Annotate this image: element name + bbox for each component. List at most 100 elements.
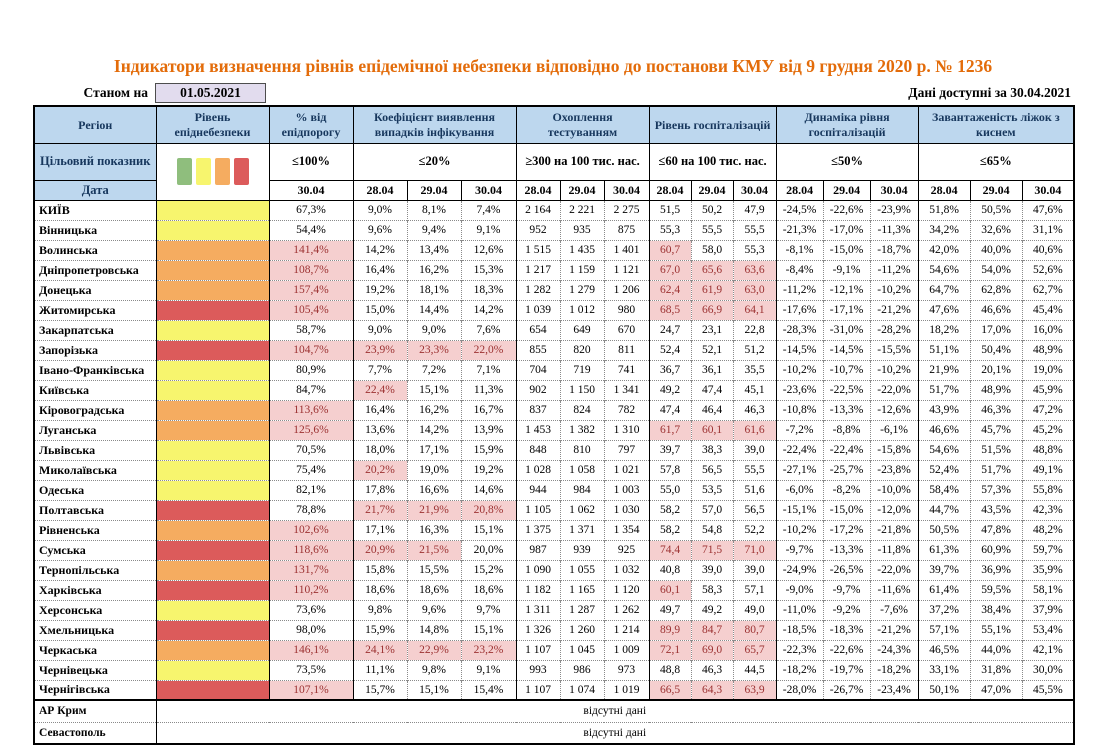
region-name: Тернопільська [34, 559, 156, 580]
value-cell: 1 182 [515, 579, 561, 600]
value-cell: 61,7 [648, 419, 692, 440]
value-cell: 23,9% [352, 339, 407, 360]
value-cell: 1 262 [603, 599, 650, 620]
value-cell: 11,3% [460, 379, 517, 400]
value-cell: -21,8% [869, 519, 919, 540]
no-data-text: відсутні дані [155, 721, 1075, 744]
value-cell: 47,6% [1021, 199, 1075, 220]
value-cell: 1 003 [603, 479, 650, 500]
value-cell: 1 120 [603, 579, 650, 600]
meta-row: Станом на 01.05.2021 Дані доступні за 30… [33, 82, 1073, 104]
region-name: Миколаївська [34, 459, 156, 480]
value-cell: 39,7% [917, 559, 971, 580]
region-name: Луганська [34, 419, 156, 440]
epidemic-level-cell [155, 259, 269, 280]
value-cell: -10,7% [822, 359, 871, 380]
value-cell: -22,0% [869, 559, 919, 580]
value-cell: 7,7% [352, 359, 407, 380]
value-cell: -28,0% [775, 679, 824, 700]
value-cell: 56,5 [690, 459, 734, 480]
value-cell: 51,5% [969, 439, 1023, 460]
value-cell: 67,3% [268, 199, 353, 220]
table-row: Волинська 141,4% 14,2% 13,4% 12,6% 1 515 1 435… [34, 239, 1075, 260]
value-cell: 47,0% [969, 679, 1023, 700]
value-cell: 7,1% [460, 359, 517, 380]
region-name: Хмельницька [34, 619, 156, 640]
value-cell: -17,0% [822, 219, 871, 240]
value-cell: 48,9% [1021, 339, 1075, 360]
value-cell: 68,5 [648, 299, 692, 320]
epidemic-level-cell [155, 519, 269, 540]
value-cell: 15,3% [460, 259, 517, 280]
value-cell: 44,0% [969, 639, 1023, 660]
value-cell: 80,9% [268, 359, 353, 380]
value-cell: -18,7% [869, 239, 919, 260]
value-cell: -22,4% [822, 439, 871, 460]
value-cell: -10,2% [869, 359, 919, 380]
value-cell: 7,2% [406, 359, 461, 380]
value-cell: 45,4% [1021, 299, 1075, 320]
value-cell: 39,0 [732, 439, 777, 460]
value-cell: 107,1% [268, 679, 353, 700]
value-cell: 40,0% [969, 239, 1023, 260]
value-cell: -10,2% [869, 279, 919, 300]
value-cell: 944 [515, 479, 561, 500]
threshold-beds: ≤65% [917, 142, 1075, 181]
value-cell: 36,7 [648, 359, 692, 380]
target-row: Цільовий показник ≤100% ≤20% ≥300 на 100… [33, 142, 1075, 201]
value-cell: 55,5 [690, 219, 734, 240]
region-name: Полтавська [34, 499, 156, 520]
value-cell: 1 354 [603, 519, 650, 540]
value-cell: 46,3 [732, 399, 777, 420]
value-cell: -10,0% [869, 479, 919, 500]
value-cell: 89,9 [648, 619, 692, 640]
value-cell: 71,5 [690, 539, 734, 560]
value-cell: 47,4 [690, 379, 734, 400]
value-cell: 66,5 [648, 679, 692, 700]
value-cell: 18,3% [460, 279, 517, 300]
value-cell: 13,4% [406, 239, 461, 260]
value-cell: 1 058 [559, 459, 605, 480]
value-cell: 52,1 [690, 339, 734, 360]
value-cell: 48,8 [648, 659, 692, 680]
value-cell: -11,0% [775, 599, 824, 620]
value-cell: 98,0% [268, 619, 353, 640]
epidemic-level-cell [155, 199, 269, 220]
page-title: Індикатори визначення рівнів епідемічної… [113, 56, 993, 76]
value-cell: 38,4% [969, 599, 1023, 620]
epidemic-level-cell [155, 659, 269, 680]
value-cell: 110,2% [268, 579, 353, 600]
value-cell: 1 019 [603, 679, 650, 700]
value-cell: -15,0% [822, 499, 871, 520]
value-cell: 75,4% [268, 459, 353, 480]
value-cell: 16,4% [352, 259, 407, 280]
value-cell: 35,9% [1021, 559, 1075, 580]
value-cell: 18,2% [917, 319, 971, 340]
epidemic-level-cell [155, 539, 269, 560]
value-cell: -7,6% [869, 599, 919, 620]
value-cell: -18,2% [775, 659, 824, 680]
value-cell: 157,4% [268, 279, 353, 300]
value-cell: -15,0% [822, 239, 871, 260]
value-cell: 64,1 [732, 299, 777, 320]
value-cell: 23,2% [460, 639, 517, 660]
value-cell: 73,6% [268, 599, 353, 620]
date-cell: 29.04 [406, 179, 462, 201]
value-cell: 61,4% [917, 579, 971, 600]
value-cell: -9,0% [775, 579, 824, 600]
value-cell: 1 341 [603, 379, 650, 400]
value-cell: 65,7 [732, 639, 777, 660]
value-cell: 1 165 [559, 579, 605, 600]
value-cell: -11,2% [775, 279, 824, 300]
table-row: Чернігівська 107,1% 15,7% 15,1% 15,4% 1 107 1 … [34, 679, 1075, 700]
value-cell: 984 [559, 479, 605, 500]
value-cell: 64,3 [690, 679, 734, 700]
epidemic-level-cell [155, 299, 269, 320]
value-cell: 67,0 [648, 259, 692, 280]
value-cell: 50,1% [917, 679, 971, 700]
value-cell: 23,3% [406, 339, 461, 360]
table-row: Львівська 70,5% 18,0% 17,1% 15,9% 848 810 797 39… [34, 439, 1075, 460]
value-cell: 1 282 [515, 279, 561, 300]
value-cell: 146,1% [268, 639, 353, 660]
value-cell: 1 121 [603, 259, 650, 280]
